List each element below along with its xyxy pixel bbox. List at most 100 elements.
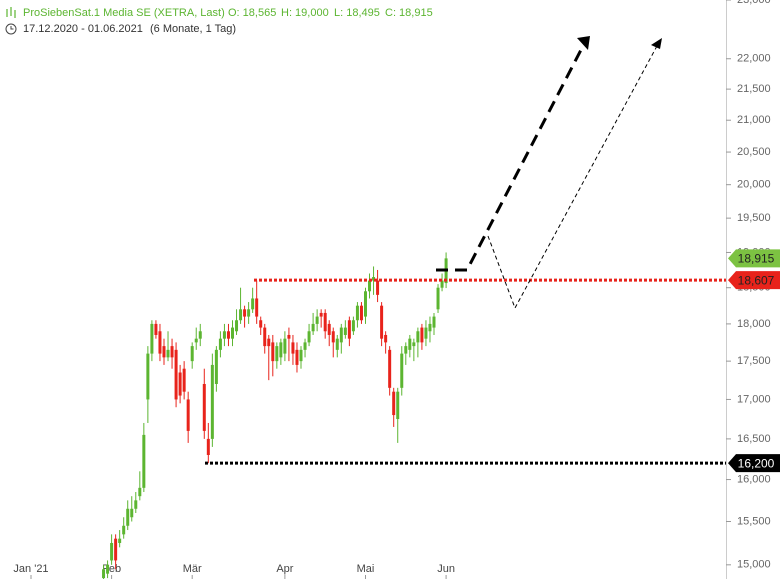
ohlc-label: O: 18,565 xyxy=(228,7,276,19)
plot: 15,000 15,500 16,000 16,500 17,000 17,500 18,0… xyxy=(13,0,771,579)
y-tick-label: 16,500 xyxy=(737,433,771,445)
candle-body xyxy=(283,338,287,354)
candle-body xyxy=(247,309,251,317)
y-tick-label: 22,000 xyxy=(737,53,771,65)
candle-body xyxy=(218,338,222,350)
x-tick-label: Jan '21 xyxy=(13,563,48,575)
price-label-box xyxy=(728,249,780,268)
candle-body xyxy=(319,312,323,317)
candle-body xyxy=(299,349,303,362)
candle-body xyxy=(351,320,355,332)
candle-body xyxy=(150,323,154,354)
y-tick-label: 17,500 xyxy=(737,355,771,367)
y-tick-label: 19,500 xyxy=(737,212,771,224)
ohlc-label: L: 18,495 xyxy=(334,7,380,19)
candle-body xyxy=(110,542,114,561)
candle-body xyxy=(424,327,428,339)
candle-body xyxy=(174,349,178,400)
candle-body xyxy=(170,346,174,358)
candle-body xyxy=(146,353,150,400)
candle-body xyxy=(363,291,367,317)
candle-body xyxy=(243,309,247,317)
price-label: 18,915 xyxy=(738,252,775,266)
x-tick-label: Apr xyxy=(276,563,293,575)
candle-body xyxy=(251,298,255,310)
price-labels: 16,200 18,607 18,915 xyxy=(728,249,780,473)
chart-title: ProSiebenSat.1 Media SE (XETRA, Last) xyxy=(23,7,225,19)
candle-body xyxy=(432,316,436,328)
ohlc-label: H: 19,000 xyxy=(281,7,329,19)
candle-body xyxy=(166,349,170,358)
candle-body xyxy=(122,525,126,535)
candle-body xyxy=(106,564,110,574)
candle-body xyxy=(412,342,416,347)
candle-body xyxy=(392,391,396,416)
candle-body xyxy=(178,372,182,396)
candle-body xyxy=(436,287,440,310)
candle-body xyxy=(359,305,363,321)
candle-body xyxy=(190,346,194,362)
candle-body xyxy=(347,320,351,339)
candle-body xyxy=(323,312,327,332)
candle-body xyxy=(138,487,142,497)
candle-body xyxy=(118,538,122,543)
candle-body xyxy=(307,331,311,343)
candle-body xyxy=(206,438,210,456)
candle-body xyxy=(376,280,380,295)
header-icon xyxy=(6,7,16,18)
candle-body xyxy=(259,320,263,328)
candle-body xyxy=(440,280,444,288)
candle-body xyxy=(134,500,138,509)
candle-body xyxy=(384,334,388,343)
price-label-box xyxy=(728,271,780,290)
candle-body xyxy=(198,331,202,339)
price-label-box xyxy=(728,454,780,473)
candle-body xyxy=(291,342,295,354)
candle-body xyxy=(327,323,331,335)
candle-body xyxy=(339,327,343,343)
candle-body xyxy=(162,346,166,358)
candle-body xyxy=(130,508,134,518)
candle-body xyxy=(114,538,118,561)
candle-body xyxy=(343,327,347,335)
candle-body xyxy=(214,349,218,384)
candle-body xyxy=(428,323,432,332)
candle-body xyxy=(158,331,162,354)
y-tick-label: 18,000 xyxy=(737,318,771,330)
candle-body xyxy=(372,277,376,281)
candle-body xyxy=(396,391,400,420)
candle-body xyxy=(331,331,335,343)
candle-body xyxy=(267,338,271,347)
candle-body xyxy=(295,349,299,365)
y-tick-label: 17,000 xyxy=(737,393,771,405)
candle-body xyxy=(239,309,243,321)
candle-body xyxy=(210,364,214,439)
y-tick-label: 20,500 xyxy=(737,146,771,158)
candle-body xyxy=(102,569,106,579)
candle-body xyxy=(279,342,283,358)
y-tick-label: 21,000 xyxy=(737,114,771,126)
candle-body xyxy=(182,368,186,392)
forecast-arrows xyxy=(436,36,662,310)
candle-body xyxy=(235,320,239,332)
clock-icon xyxy=(5,23,17,35)
candle-body xyxy=(154,323,158,335)
x-tick-label: Jun xyxy=(437,563,455,575)
candle-body xyxy=(416,331,420,343)
price-label: 16,200 xyxy=(738,456,775,470)
x-tick-label: Mai xyxy=(357,563,375,575)
candle-body xyxy=(275,346,279,362)
candle-body xyxy=(380,305,384,339)
ohlc-label: C: 18,915 xyxy=(385,7,433,19)
y-tick-label: 23,000 xyxy=(737,0,771,6)
candle-body xyxy=(186,399,190,431)
candle-body xyxy=(315,316,319,324)
candle-body xyxy=(303,342,307,350)
x-tick-label: Mär xyxy=(183,563,202,575)
candle-body xyxy=(311,323,315,332)
candle-body xyxy=(400,353,404,388)
candle-body xyxy=(142,434,146,488)
date-range: 17.12.2020 - 01.06.2021 xyxy=(23,23,143,35)
candle-body xyxy=(263,327,267,347)
